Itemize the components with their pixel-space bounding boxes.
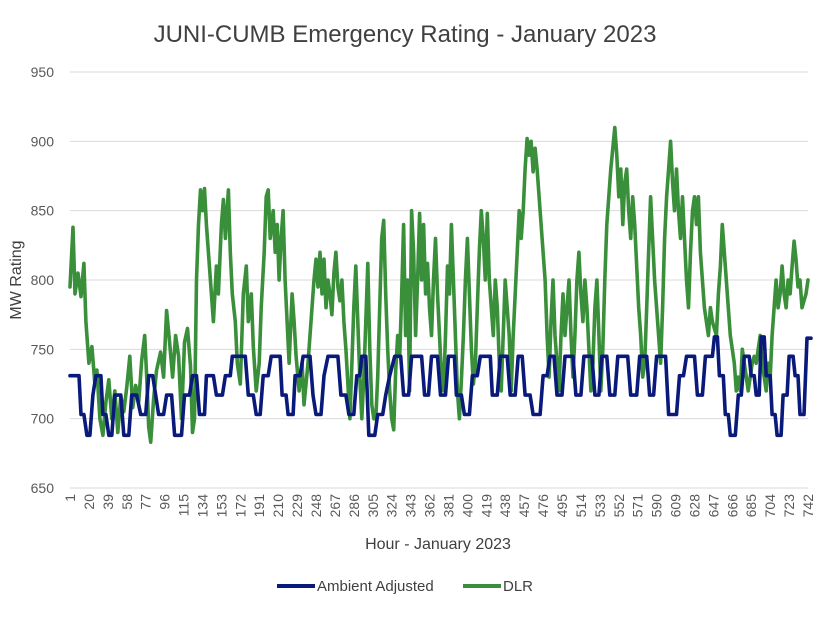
legend: Ambient Adjusted DLR [277,578,533,595]
y-tick-label: 750 [31,341,55,357]
x-tick-label: 685 [743,494,759,518]
series-layer [68,125,813,444]
x-tick-label: 210 [270,494,286,518]
y-tick-label: 800 [31,272,55,288]
x-tick-label: 742 [800,494,816,518]
x-tick-label: 438 [497,494,513,518]
legend-label: DLR [503,578,533,595]
x-tick-label: 153 [213,494,229,518]
chart-title: JUNI-CUMB Emergency Rating - January 202… [154,21,657,48]
x-tick-label: 115 [176,494,192,517]
y-tick-labels: 650 700 750 800 850 900 950 [31,64,55,496]
x-tick-label: 628 [686,494,702,518]
y-tick-label: 700 [31,411,55,427]
x-tick-label: 381 [440,494,456,518]
x-tick-label: 58 [119,494,135,510]
x-axis-label: Hour - January 2023 [365,536,511,553]
x-tick-label: 305 [365,494,381,518]
x-tick-label: 362 [422,494,438,518]
x-tick-label: 552 [611,494,627,518]
x-tick-label: 666 [724,494,740,518]
x-tick-label: 590 [649,494,665,518]
series-line-dlr [68,125,810,444]
x-tick-label: 77 [138,494,154,510]
x-tick-label: 324 [384,494,400,518]
x-tick-label: 571 [630,494,646,518]
x-tick-label: 514 [573,494,589,518]
legend-label: Ambient Adjusted [317,578,434,595]
x-tick-label: 1 [62,494,78,502]
y-tick-label: 950 [31,64,55,80]
x-tick-label: 20 [81,494,97,510]
x-tick-label: 134 [194,494,210,518]
x-tick-label: 191 [251,494,267,518]
x-tick-label: 609 [668,494,684,518]
x-tick-label: 476 [535,494,551,518]
x-tick-label: 267 [327,494,343,518]
x-tick-label: 229 [289,494,305,518]
x-tick-label: 457 [516,494,532,518]
x-tick-label: 647 [705,494,721,518]
x-tick-label: 39 [100,494,116,510]
series-line-ambient-adjusted [68,335,813,438]
x-tick-label: 286 [346,494,362,518]
y-tick-label: 650 [31,480,55,496]
x-tick-label: 495 [554,494,570,518]
x-tick-label: 723 [781,494,797,518]
x-tick-label: 343 [403,494,419,518]
x-tick-label: 419 [478,494,494,518]
x-tick-label: 248 [308,494,324,518]
x-tick-label: 172 [232,494,248,518]
y-tick-label: 900 [31,133,55,149]
x-tick-label: 96 [157,494,173,510]
y-axis-label: MW Rating [8,240,25,319]
y-tick-label: 850 [31,203,55,219]
x-tick-label: 704 [762,494,778,518]
x-tick-label: 400 [459,494,475,518]
x-tick-label: 533 [592,494,608,518]
x-tick-labels: 1 20 39 58 77 96 115 134 153 172 191 210 229 248 267 28… [62,494,816,518]
